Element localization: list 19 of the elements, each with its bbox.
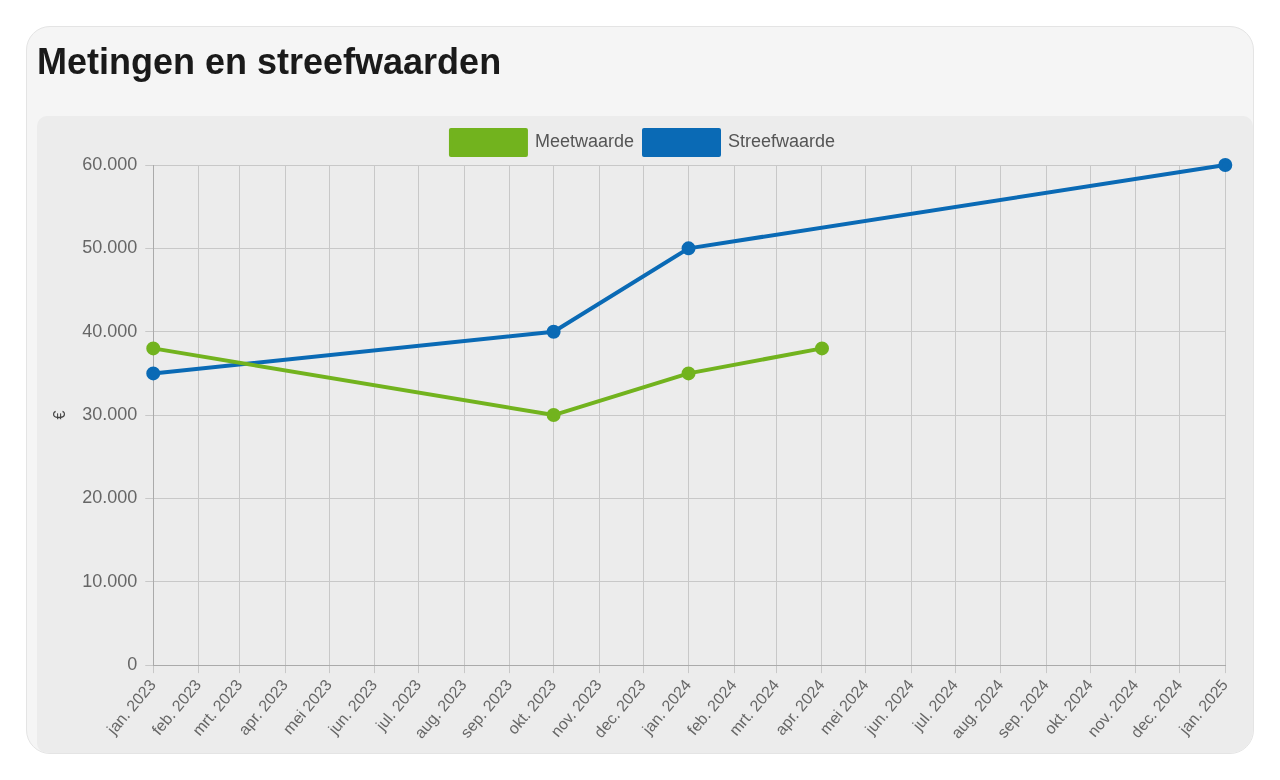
point	[146, 366, 161, 381]
y-tick-label: 40.000	[82, 320, 138, 341]
point	[681, 366, 696, 381]
y-tick-label: 60.000	[82, 153, 138, 174]
point	[815, 341, 829, 356]
y-axis-title: €	[51, 410, 69, 420]
legend-label: Streefwaarde	[728, 131, 836, 152]
legend-label: Meetwaarde	[534, 131, 635, 152]
point	[546, 408, 561, 423]
y-tick-label: 10.000	[82, 570, 138, 591]
point	[146, 341, 161, 356]
point	[546, 324, 561, 339]
y-tick-label: 20.000	[82, 487, 138, 508]
point	[681, 241, 696, 256]
y-tick-label: 50.000	[82, 237, 138, 258]
chart-title: Metingen en streefwaarden	[37, 41, 502, 83]
point	[1218, 158, 1233, 172]
y-tick-label: 30.000	[82, 404, 138, 425]
y-tick-label: 0	[127, 654, 138, 675]
